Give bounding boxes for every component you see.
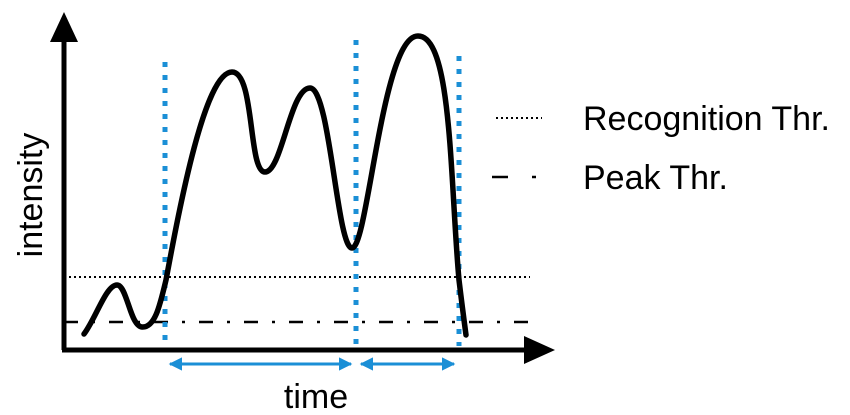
y-axis-arrowhead (50, 12, 78, 42)
legend-label-peak: Peak Thr. (583, 159, 728, 197)
intensity-curve (81, 33, 469, 338)
y-axis-label: intensity (12, 133, 50, 258)
x-axis-arrowhead (524, 336, 555, 364)
legend: Recognition Thr. Peak Thr. (492, 100, 830, 197)
legend-label-recognition: Recognition Thr. (583, 100, 830, 138)
x-axis-label: time (284, 378, 348, 415)
